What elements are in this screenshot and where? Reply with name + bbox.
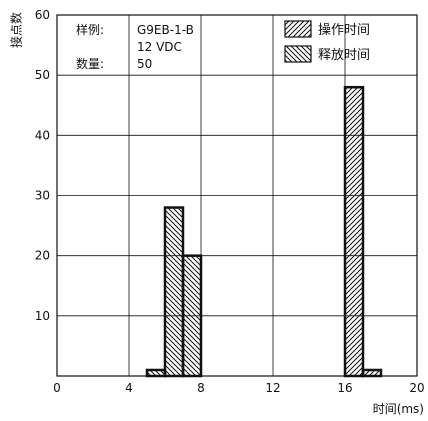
x-tick-label: 4 [125, 381, 133, 395]
sample-voltage: 12 VDC [137, 40, 182, 54]
legend: 操作时间 释放时间 [284, 20, 370, 63]
quantity-label: 数量: [76, 56, 104, 71]
histogram-bar-series-2 [181, 254, 203, 378]
sample-info: 样例: G9EB-1-B 12 VDC 数量: 50 [76, 22, 194, 71]
x-tick-label: 8 [197, 381, 205, 395]
legend-swatch-operate [284, 20, 312, 38]
y-tick-label: 40 [35, 128, 50, 142]
x-tick-label: 0 [53, 381, 61, 395]
histogram-bar-series-2 [163, 206, 185, 378]
y-tick-label: 50 [35, 68, 50, 82]
histogram-bar-series-1 [343, 85, 365, 378]
sample-label: 样例: [76, 22, 104, 37]
plot-frame [56, 14, 418, 377]
y-tick-label: 10 [35, 309, 50, 323]
legend-swatch-release [284, 45, 312, 63]
y-axis-label: 接点数 [9, 12, 24, 48]
histogram-bar-series-1 [361, 368, 383, 378]
x-tick-label: 20 [409, 381, 424, 395]
quantity-value: 50 [137, 57, 152, 71]
x-axis-label: 时间(ms) [373, 402, 424, 416]
histogram-bar-series-2 [145, 368, 167, 378]
y-tick-label: 20 [35, 249, 50, 263]
grid-lines [57, 15, 417, 376]
y-tick-label: 60 [35, 8, 50, 22]
legend-label-release: 释放时间 [318, 48, 370, 63]
axis-ticks: 0 4 8 12 16 20 10 20 30 40 50 60 [35, 8, 425, 395]
y-tick-label: 30 [35, 189, 50, 203]
x-tick-label: 12 [265, 381, 280, 395]
sample-model: G9EB-1-B [137, 23, 194, 37]
x-tick-label: 16 [337, 381, 352, 395]
histogram-bars [145, 85, 383, 378]
legend-label-operate: 操作时间 [318, 22, 370, 38]
